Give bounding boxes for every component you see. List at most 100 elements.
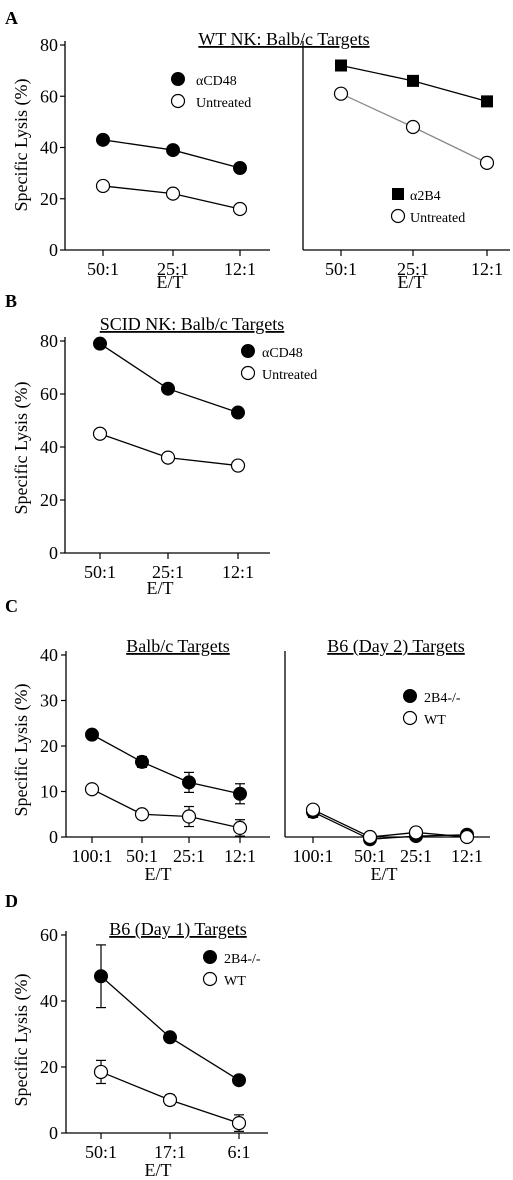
panel-a-left-x-tick-label: 12:1 xyxy=(224,259,256,279)
panel-a-right-legend-marker-2 xyxy=(390,208,406,224)
panel-d-series-2-point xyxy=(231,1115,247,1131)
panel-c-right-x-label: E/T xyxy=(371,864,398,884)
panel-d-y-tick-label: 60 xyxy=(40,925,58,945)
panel-letter-c: C xyxy=(5,596,18,616)
panel-b-y-tick-label: 20 xyxy=(40,490,58,510)
panel-c-left-series-2-line xyxy=(91,788,241,829)
panel-b-x-tick-label: 50:1 xyxy=(84,562,116,582)
panel-c-left-x-label: E/T xyxy=(145,864,172,884)
panel-b-series-1-point xyxy=(231,405,245,420)
panel-b-series-2-point xyxy=(160,450,176,465)
panel-a-right-series-1-point xyxy=(481,95,493,108)
panel-b-x-tick-label: 25:1 xyxy=(152,562,184,582)
panel-a-left-legend-marker-2 xyxy=(170,93,186,109)
panel-a-right-x-tick-label: 12:1 xyxy=(471,259,503,279)
panel-c-right-series-2-line xyxy=(312,809,468,838)
panel-a-left-y-tick-label: 60 xyxy=(40,86,58,106)
panel-c-legend-label-1: 2B4-/- xyxy=(424,691,461,706)
panel-b-y-tick-label: 60 xyxy=(40,384,58,404)
panel-a-left-y-tick-label: 40 xyxy=(40,138,58,158)
panel-c-left-series-1-point xyxy=(135,754,149,769)
panel-c-left-y-tick-label: 10 xyxy=(40,782,58,802)
panel-b-legend-marker-1 xyxy=(241,344,255,358)
panel-c-right-legend-marker-1 xyxy=(403,689,417,703)
panel-c-right-title: B6 (Day 2) Targets xyxy=(327,636,465,657)
panel-a-right-plot: 50:1 25:1 12:1 xyxy=(302,41,510,279)
panel-b-plot: 0 20 40 60 80 50:1 25:1 12:1 xyxy=(40,331,270,582)
panel-c-left-x-tick-label: 25:1 xyxy=(173,846,205,866)
panel-b-x-tick-label: 12:1 xyxy=(222,562,254,582)
panel-d-x-tick-label: 17:1 xyxy=(154,1142,186,1162)
panel-a-right-series-2-point xyxy=(405,119,421,135)
panel-b-x-label: E/T xyxy=(147,578,174,598)
panel-d-series-1-line xyxy=(100,975,240,1081)
panel-d-x-tick-label: 6:1 xyxy=(227,1142,250,1162)
panel-d-series-1-point xyxy=(163,1030,177,1045)
panel-d-legend-marker-1 xyxy=(203,950,217,964)
panel-c-right-series-2-point xyxy=(362,829,378,845)
panel-b-title: SCID NK: Balb/c Targets xyxy=(100,314,285,334)
panel-d-x-tick-label: 50:1 xyxy=(85,1142,117,1162)
panel-c-left-x-tick-label: 100:1 xyxy=(71,846,112,866)
panel-c-left-y-tick-label: 0 xyxy=(49,827,58,847)
panel-c-legend-label-2: WT xyxy=(424,713,446,728)
panel-a-left-x-tick-label: 25:1 xyxy=(157,259,189,279)
panel-a-left-series-2-point xyxy=(165,186,181,201)
panel-a-left-series-2-point xyxy=(95,178,111,194)
panel-a-left-series-2-point xyxy=(232,201,248,217)
panel-b-legend-marker-2 xyxy=(240,365,256,381)
panel-c-left-title: Balb/c Targets xyxy=(126,636,230,656)
panel-d-y-tick-label: 0 xyxy=(49,1123,58,1143)
panel-c-right-legend-marker-2 xyxy=(402,710,418,726)
panel-c-left-series-2-point xyxy=(181,809,197,824)
panel-d-series-1-point xyxy=(94,969,108,984)
panel-b-legend-label-1: αCD48 xyxy=(262,346,303,361)
panel-d-y-tick-label: 40 xyxy=(40,991,58,1011)
panel-b-y-tick-label: 40 xyxy=(40,437,58,457)
panel-a-y-label: Specific Lysis (%) xyxy=(11,79,32,212)
panel-b-legend-label-2: Untreated xyxy=(262,368,317,383)
panel-a-right-series-1-point xyxy=(335,59,347,72)
panel-c-right-series-1-line xyxy=(312,811,468,840)
panel-letter-d: D xyxy=(5,891,18,911)
panel-c-left-series-2-point xyxy=(232,820,248,836)
panel-b-y-tick-label: 0 xyxy=(49,543,58,563)
panel-a-left-series-1-point xyxy=(96,132,110,147)
panel-c-left-x-tick-label: 50:1 xyxy=(126,846,158,866)
panel-c-right-x-tick-label: 12:1 xyxy=(451,846,483,866)
panel-d-series-2-point xyxy=(162,1092,178,1108)
panel-a-left-legend-label-1: αCD48 xyxy=(196,74,237,89)
panel-c-left-plot: 0 10 20 30 40 100:1 50:1 25:1 12:1 xyxy=(40,645,270,866)
panel-c-left-series-1-point xyxy=(85,727,99,742)
panel-c-right-x-tick-label: 50:1 xyxy=(354,846,386,866)
panel-c-left-series-2-point xyxy=(134,807,150,822)
panel-c-y-label: Specific Lysis (%) xyxy=(11,684,32,817)
panel-c-right-series-2-point xyxy=(305,802,321,817)
panel-a-left-y-tick-label: 20 xyxy=(40,189,58,209)
panel-a-left-y-tick-label: 0 xyxy=(49,240,58,260)
panel-b-series-1-point xyxy=(93,336,107,351)
panel-c-left-series-1-point xyxy=(182,775,196,790)
panel-a-right-x-tick-label: 50:1 xyxy=(325,259,357,279)
panel-letter-b: B xyxy=(5,291,17,311)
panel-d-legend-marker-2 xyxy=(202,971,218,987)
panel-c-right-x-tick-label: 25:1 xyxy=(400,846,432,866)
panel-d-y-label: Specific Lysis (%) xyxy=(11,974,32,1107)
panel-d-legend-label-2: WT xyxy=(224,974,246,989)
panel-d-plot: 0 20 40 60 50:1 17:1 6:1 xyxy=(40,925,268,1162)
panel-c-left-series-1-line xyxy=(91,734,241,795)
panel-c-right-series-2-point xyxy=(408,825,424,840)
panel-a-title: WT NK: Balb/c Targets xyxy=(198,29,369,49)
panel-b-y-label: Specific Lysis (%) xyxy=(11,382,32,515)
panel-a-right-legend-label-1: α2B4 xyxy=(410,189,441,204)
panel-a-left-series-1-point xyxy=(233,161,247,175)
panel-d-legend-label-1: 2B4-/- xyxy=(224,952,261,967)
panel-b-series-1-point xyxy=(161,381,175,396)
panel-a-right-legend-label-2: Untreated xyxy=(410,211,465,226)
panel-d-title: B6 (Day 1) Targets xyxy=(109,919,247,940)
panel-c-right-plot: 100:1 50:1 25:1 12:1 xyxy=(284,651,490,866)
panel-d-y-tick-label: 20 xyxy=(40,1057,58,1077)
panel-c-left-y-tick-label: 20 xyxy=(40,736,58,756)
panel-c-left-series-2-point xyxy=(84,782,100,797)
